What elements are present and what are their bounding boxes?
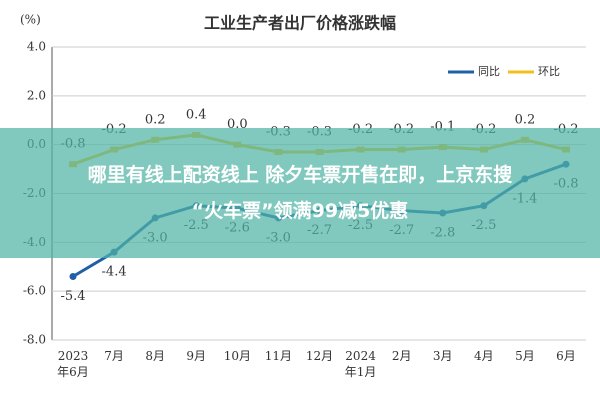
marker — [69, 273, 77, 281]
x-tick-label: 11月 — [264, 349, 293, 363]
data-label: 0.2 — [145, 112, 166, 127]
x-tick-label: 5月 — [515, 349, 535, 363]
y-tick-label: -6.0 — [23, 284, 46, 298]
x-tick-label: 6月 — [556, 349, 576, 363]
x-tick-label: 7月 — [104, 349, 124, 363]
y-axis-label: (%) — [20, 13, 41, 27]
data-label: -4.4 — [102, 265, 127, 280]
x-tick-label: 2023年6月 — [57, 349, 89, 379]
x-tick-label: 3月 — [432, 349, 453, 363]
banner-text[interactable]: “火车票”领满99减5优惠 — [191, 200, 409, 222]
x-tick-label: 2024年1月 — [344, 349, 377, 379]
x-tick-label: 4月 — [474, 349, 494, 363]
data-label: 0.4 — [186, 107, 207, 122]
x-tick-label: 9月 — [186, 349, 207, 363]
y-tick-label: 4.0 — [27, 40, 46, 54]
x-tick-label: 10月 — [223, 349, 251, 363]
x-tick-label: 8月 — [145, 349, 165, 363]
data-label: -5.4 — [60, 289, 85, 304]
y-tick-label: -8.0 — [23, 333, 46, 347]
legend-label: 同比 — [478, 65, 500, 78]
banner-text[interactable]: 哪里有线上配资线上 除夕车票开售在即，上京东搜 — [87, 164, 513, 186]
legend-label: 环比 — [538, 65, 560, 78]
x-tick-label: 12月 — [305, 349, 334, 363]
y-tick-label: 2.0 — [27, 88, 46, 102]
x-tick-label: 2月 — [391, 349, 412, 363]
chart-title: 工业生产者出厂价格涨跌幅 — [204, 14, 396, 33]
data-label: 0.2 — [515, 112, 536, 127]
overlay-banner[interactable]: 哪里有线上配资线上 除夕车票开售在即，上京东搜 “火车票”领满99减5优惠 — [0, 128, 600, 258]
